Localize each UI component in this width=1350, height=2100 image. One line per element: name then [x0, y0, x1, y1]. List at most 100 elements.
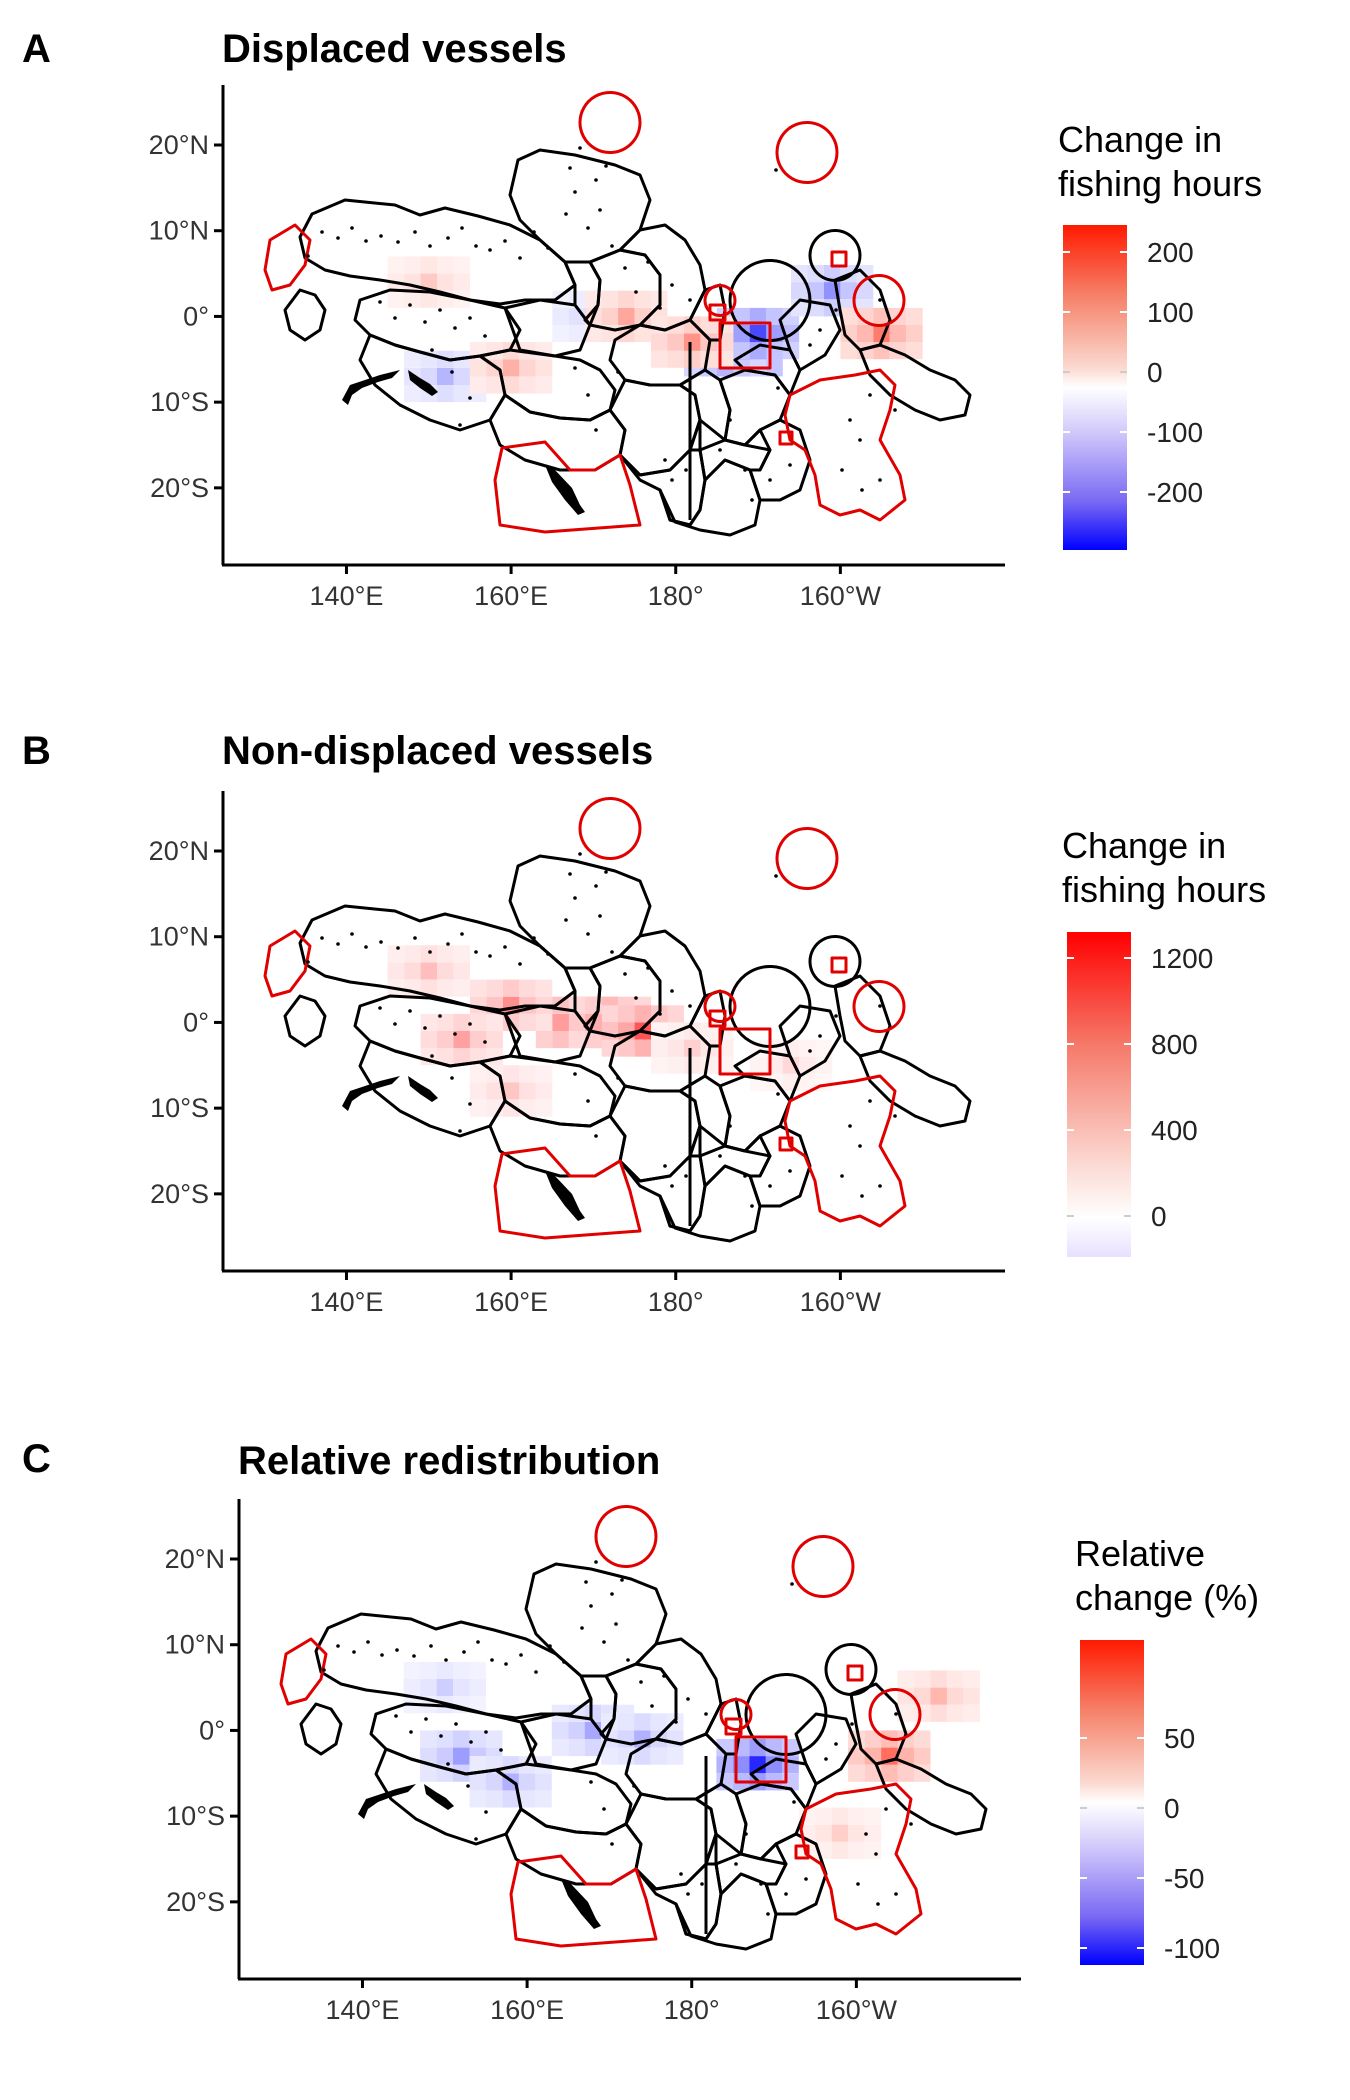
eez-boundary [778, 1004, 842, 1078]
y-tick-label: 20°S [166, 1887, 225, 1917]
panel-a-legend-tick: 0 [1147, 357, 1163, 388]
x-tick-label: 140°E [310, 1287, 384, 1317]
heat-cell [914, 1747, 931, 1765]
heat-cell [749, 307, 767, 325]
mpa-boundary [263, 929, 312, 998]
heat-cell [404, 962, 421, 980]
y-tick-label: 0° [183, 301, 209, 331]
atoll-dot [364, 239, 368, 243]
atoll-dot [336, 942, 340, 946]
panel-b-legend: Change in fishing hours 1200 800 400 0 [1062, 825, 1266, 1257]
atoll-dot [594, 1134, 598, 1138]
eez-boundary [759, 1832, 828, 1916]
atoll-dot [818, 328, 822, 332]
atoll-dot [662, 1674, 666, 1678]
x-tick-label: 140°E [326, 1995, 400, 2025]
atoll-dot [430, 348, 434, 352]
mpa-boundary [852, 274, 906, 327]
atoll-dot [428, 950, 432, 954]
y-tick-label: 20°N [149, 130, 209, 160]
heat-cell [897, 1764, 914, 1782]
heat-cell [650, 1747, 668, 1765]
x-tick-label: 160°W [800, 581, 882, 611]
atoll-dot [503, 945, 507, 949]
atoll-dot [532, 936, 536, 940]
heat-cell [864, 1807, 882, 1825]
atoll-dot [454, 1722, 458, 1726]
atoll-dot [646, 966, 650, 970]
heat-cell [930, 1687, 947, 1705]
heat-cell [552, 307, 569, 325]
heat-cell [914, 1730, 931, 1748]
panel-a-colorbar [1063, 225, 1127, 550]
panel-a-axes: 20°N 10°N 0° 10°S 20°S 140°E 160°E 180° 160°W [149, 85, 1005, 611]
panel-a-atolls [306, 146, 897, 502]
heat-cell [906, 325, 923, 343]
atoll-dot [488, 248, 492, 252]
atoll-dot [874, 1852, 878, 1856]
atoll-dot [350, 932, 354, 936]
atoll-dot [623, 266, 627, 270]
heat-cell [420, 1730, 437, 1748]
heat-cell [749, 1056, 767, 1074]
atoll-dot [623, 972, 627, 976]
atoll-dot [594, 428, 598, 432]
atoll-dot [759, 1882, 763, 1886]
mpa-boundary [783, 1074, 907, 1228]
atoll-dot [788, 1169, 792, 1173]
panel-c-letter: C [22, 1437, 51, 1481]
atoll-dot [848, 1124, 852, 1128]
heat-cell [568, 325, 586, 343]
atoll-dot [604, 870, 608, 874]
heat-cell [889, 325, 907, 343]
heat-cell [551, 1721, 569, 1739]
eez-boundary [749, 1757, 818, 1811]
heat-cell [914, 1687, 931, 1705]
heat-cell [469, 1679, 486, 1697]
panel-c-legend-tick: -50 [1164, 1863, 1204, 1894]
mpa-boundary [830, 250, 848, 268]
heat-cell [963, 1687, 980, 1705]
heat-cell [535, 979, 553, 997]
heat-cell [437, 367, 454, 385]
heat-cell [519, 1082, 536, 1100]
eez-boundary [733, 343, 802, 397]
atoll-dot [594, 178, 598, 182]
atoll-dot [320, 230, 324, 234]
heat-cell [518, 1773, 536, 1791]
heat-cell [856, 282, 874, 300]
atoll-dot [336, 1644, 340, 1648]
heat-cell [815, 1039, 833, 1057]
heat-cell [535, 1099, 553, 1117]
heat-cell [403, 1661, 421, 1679]
heat-cell [864, 1730, 882, 1748]
island-chain [545, 1171, 585, 1221]
atoll-dot [412, 1654, 416, 1658]
heat-cell [420, 256, 438, 274]
mpa-boundary [493, 440, 642, 534]
panel-c: C Relative redistribution [22, 1437, 1259, 2025]
panel-a-x-ticks: 140°E 160°E 180° 160°W [310, 565, 882, 611]
heat-cell [453, 1747, 470, 1765]
heat-cell [831, 1841, 849, 1859]
atoll-dot [468, 396, 472, 400]
atoll-dot [468, 316, 472, 320]
atoll-dot [483, 334, 487, 338]
heat-cell [733, 325, 750, 343]
island-chain [342, 370, 400, 405]
atoll-dot [438, 308, 442, 312]
atoll-dot [686, 1697, 690, 1701]
heat-cell [387, 945, 405, 963]
atoll-dot [850, 1722, 854, 1726]
eez-boundary [298, 198, 577, 306]
atoll-dot [688, 1004, 692, 1008]
panel-a-legend-tick: 100 [1147, 297, 1194, 328]
heat-cell [618, 307, 635, 325]
heat-cell [437, 1048, 454, 1066]
heat-cell [535, 359, 553, 377]
heat-cell [453, 962, 470, 980]
panel-b-legend-tick: 800 [1151, 1029, 1198, 1060]
heat-cell [568, 1031, 586, 1049]
atoll-dot [366, 1640, 370, 1644]
heat-cell [420, 1764, 437, 1782]
